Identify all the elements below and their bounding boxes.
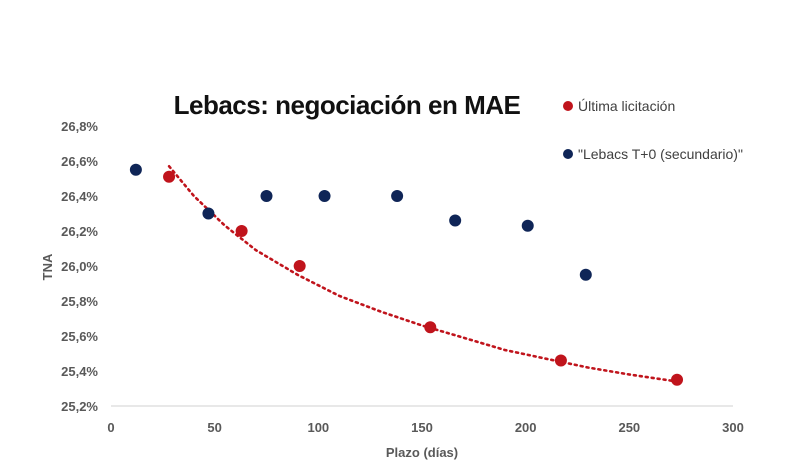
legend: Última licitación "Lebacs T+0 (secundari… — [563, 98, 743, 162]
y-axis-label: TNA — [40, 253, 55, 280]
legend-label-lebacs-t0: "Lebacs T+0 (secundario)" — [578, 146, 743, 162]
point-ultima-licitacion — [424, 321, 437, 334]
legend-label-ultima-licitacion: Última licitación — [578, 98, 675, 114]
y-tick-label: 26,8% — [61, 119, 98, 134]
x-tick-label: 150 — [411, 420, 433, 435]
point-ultima-licitacion — [293, 260, 306, 272]
x-tick-label: 50 — [207, 420, 221, 435]
point-lebacs-t0 — [318, 190, 331, 202]
chart-title: Lebacs: negociación en MAE — [174, 90, 521, 120]
point-ultima-licitacion — [671, 373, 684, 386]
point-lebacs-t0 — [449, 214, 462, 227]
legend-marker-lebacs-t0 — [563, 149, 573, 159]
x-axis: 0 50 100 150 200 250 300 — [107, 420, 743, 435]
x-tick-label: 200 — [515, 420, 537, 435]
x-axis-label: Plazo (días) — [386, 445, 458, 460]
y-tick-label: 26,2% — [61, 224, 98, 239]
point-lebacs-t0 — [391, 190, 404, 202]
point-lebacs-t0 — [260, 190, 273, 202]
trendline-ultima-licitacion — [167, 165, 679, 383]
point-ultima-licitacion — [163, 170, 176, 183]
x-tick-label: 100 — [307, 420, 329, 435]
point-lebacs-t0 — [521, 219, 534, 232]
y-tick-label: 26,6% — [61, 154, 98, 169]
y-tick-label: 25,2% — [61, 399, 98, 414]
x-tick-label: 0 — [107, 420, 114, 435]
y-axis: 26,8% 26,6% 26,4% 26,2% 26,0% 25,8% 25,6% 25,4%… — [61, 119, 98, 414]
points-layer — [129, 163, 684, 386]
legend-marker-ultima-licitacion — [563, 101, 573, 111]
point-lebacs-t0 — [202, 207, 215, 220]
trendline-layer — [167, 165, 679, 383]
y-tick-label: 26,0% — [61, 259, 98, 274]
y-tick-label: 26,4% — [61, 189, 98, 204]
y-tick-label: 25,6% — [61, 329, 98, 344]
point-lebacs-t0 — [579, 268, 592, 281]
point-lebacs-t0 — [129, 163, 142, 176]
x-tick-label: 250 — [618, 420, 640, 435]
point-ultima-licitacion — [554, 354, 567, 367]
x-tick-label: 300 — [722, 420, 744, 435]
y-tick-label: 25,4% — [61, 364, 98, 379]
y-tick-label: 25,8% — [61, 294, 98, 309]
point-ultima-licitacion — [235, 225, 248, 237]
